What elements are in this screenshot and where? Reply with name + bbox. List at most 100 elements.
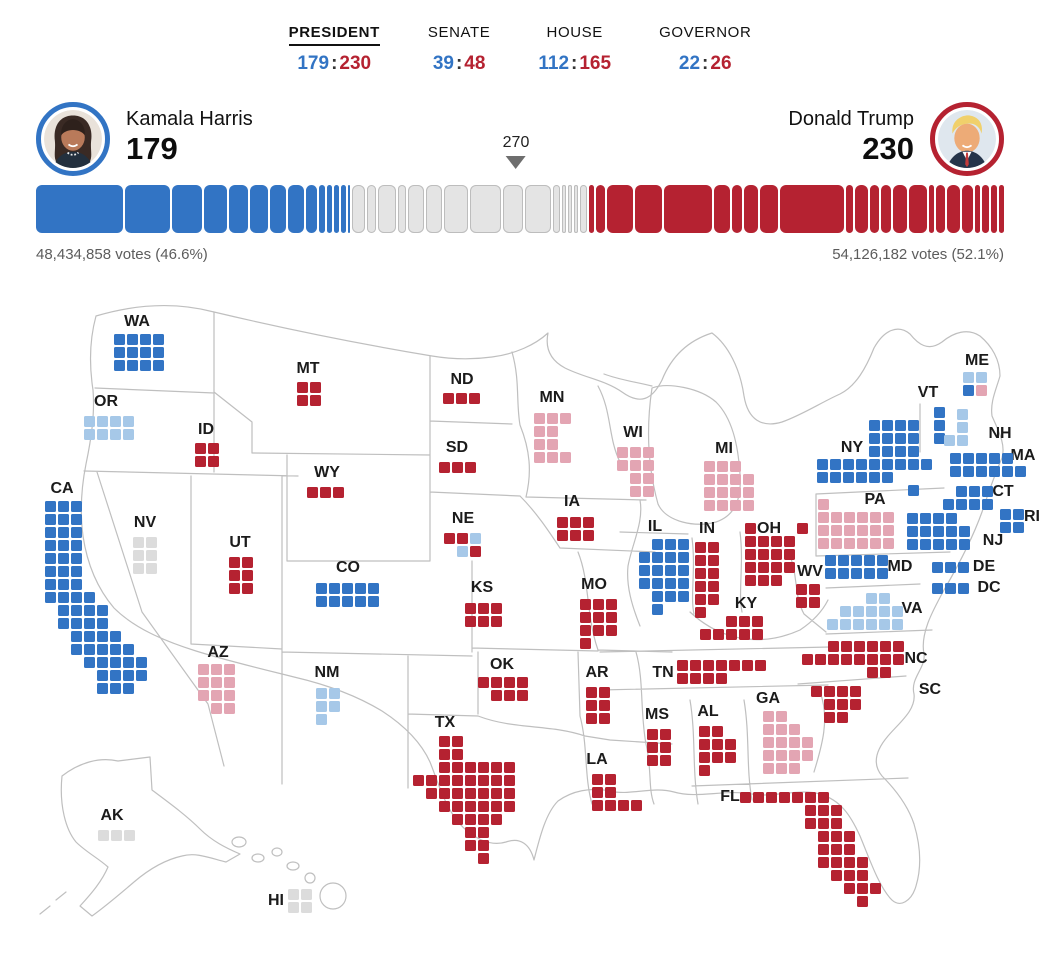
ev-square-TX bbox=[413, 775, 424, 786]
bar-segment-LA[interactable] bbox=[854, 185, 868, 233]
bar-segment-RI[interactable] bbox=[318, 185, 326, 233]
bar-segment-NH[interactable] bbox=[553, 185, 560, 233]
ev-square-WA bbox=[153, 360, 164, 371]
ev-square-AK bbox=[111, 830, 122, 841]
bar-segment-MD[interactable] bbox=[269, 185, 286, 233]
ev-square-CO bbox=[316, 583, 327, 594]
bar-segment-DE[interactable] bbox=[334, 185, 339, 233]
ev-square-FL bbox=[844, 831, 855, 842]
ev-square-FL bbox=[857, 870, 868, 881]
ev-square-MD bbox=[838, 555, 849, 566]
bar-segment-ME[interactable] bbox=[347, 185, 350, 233]
bar-segment-CT[interactable] bbox=[305, 185, 317, 233]
bar-segment-WI[interactable] bbox=[425, 185, 442, 233]
bar-segment-ME[interactable] bbox=[561, 185, 567, 233]
bar-segment-OR[interactable] bbox=[351, 185, 365, 233]
bar-segment-MS[interactable] bbox=[881, 185, 891, 233]
ev-square-NH bbox=[957, 409, 968, 420]
bar-segment-AR[interactable] bbox=[935, 185, 946, 233]
state-label-NV: NV bbox=[133, 514, 157, 531]
ev-square-MO bbox=[580, 599, 591, 610]
bar-segment-TN[interactable] bbox=[909, 185, 927, 233]
ev-square-HI bbox=[288, 889, 299, 900]
bar-segment-OH[interactable] bbox=[634, 185, 663, 233]
bar-segment-WA[interactable] bbox=[228, 185, 248, 233]
bar-segment-NJ[interactable] bbox=[204, 185, 227, 233]
bar-segment-ID[interactable] bbox=[982, 185, 989, 233]
ev-square-CO bbox=[342, 596, 353, 607]
harris-photo bbox=[36, 102, 110, 176]
ev-square-NJ bbox=[946, 539, 957, 550]
bar-segment-VT[interactable] bbox=[327, 185, 333, 233]
ev-square-OH bbox=[797, 523, 808, 534]
bar-segment-MT[interactable] bbox=[846, 185, 853, 233]
ev-square-IA bbox=[583, 530, 594, 541]
ev-square-VA bbox=[853, 619, 864, 630]
ev-square-VA bbox=[879, 619, 890, 630]
bar-segment-NV[interactable] bbox=[366, 185, 377, 233]
tab-house[interactable]: HOUSE 112:165 bbox=[538, 24, 611, 75]
ev-square-SC bbox=[837, 699, 848, 710]
ev-square-FL bbox=[766, 792, 777, 803]
ev-square-UT bbox=[229, 583, 240, 594]
bar-segment-MA[interactable] bbox=[249, 185, 268, 233]
bar-segment-WY[interactable] bbox=[999, 185, 1004, 233]
state-label-MT: MT bbox=[296, 360, 320, 377]
ev-square-CA bbox=[84, 592, 95, 603]
ev-square-NY bbox=[856, 459, 867, 470]
ev-square-CA bbox=[110, 670, 121, 681]
ev-square-TX bbox=[465, 788, 476, 799]
bar-segment-CA[interactable] bbox=[36, 185, 123, 233]
bar-segment-CO[interactable] bbox=[287, 185, 304, 233]
ev-square-TX bbox=[452, 814, 463, 825]
bar-segment-GA[interactable] bbox=[525, 185, 552, 233]
bar-segment-AL[interactable] bbox=[892, 185, 908, 233]
ev-square-MI bbox=[743, 500, 754, 511]
bar-segment-IA[interactable] bbox=[595, 185, 606, 233]
bar-segment-AK[interactable] bbox=[573, 185, 579, 233]
bar-segment-DC[interactable] bbox=[340, 185, 346, 233]
ev-square-NJ bbox=[959, 539, 970, 550]
bar-segment-VA[interactable] bbox=[502, 185, 524, 233]
ev-square-SD bbox=[452, 462, 463, 473]
bar-segment-IL[interactable] bbox=[171, 185, 203, 233]
bar-segment-NM[interactable] bbox=[397, 185, 406, 233]
bar-segment-NE[interactable] bbox=[588, 185, 594, 233]
ev-square-IA bbox=[570, 530, 581, 541]
ev-square-IN bbox=[695, 542, 706, 553]
ev-square-NV bbox=[133, 563, 144, 574]
bar-segment-IN[interactable] bbox=[760, 185, 779, 233]
tab-governor[interactable]: GOVERNOR 22:26 bbox=[659, 24, 751, 75]
bar-segment-SC[interactable] bbox=[744, 185, 759, 233]
bar-segment-OK[interactable] bbox=[962, 185, 974, 233]
ev-square-IL bbox=[665, 578, 676, 589]
bar-segment-MI[interactable] bbox=[443, 185, 469, 233]
ev-square-OH bbox=[745, 575, 756, 586]
bar-segment-NY[interactable] bbox=[124, 185, 170, 233]
bar-segment-SD[interactable] bbox=[928, 185, 934, 233]
ev-square-PA bbox=[870, 538, 881, 549]
bar-segment-KY[interactable] bbox=[947, 185, 961, 233]
tab-president[interactable]: PRESIDENT 179:230 bbox=[288, 24, 380, 75]
bar-segment-AZ[interactable] bbox=[378, 185, 396, 233]
bar-segment-ND[interactable] bbox=[975, 185, 981, 233]
bar-segment-NC[interactable] bbox=[607, 185, 633, 233]
bar-segment-KS[interactable] bbox=[732, 185, 743, 233]
bar-segment-UT[interactable] bbox=[869, 185, 880, 233]
bar-segment-MN[interactable] bbox=[407, 185, 424, 233]
ev-square-NY bbox=[908, 459, 919, 470]
ev-square-WI bbox=[630, 473, 641, 484]
bar-segment-MO[interactable] bbox=[714, 185, 731, 233]
ev-square-SC bbox=[837, 686, 848, 697]
bar-segment-WV[interactable] bbox=[990, 185, 998, 233]
bar-segment-NE[interactable] bbox=[568, 185, 572, 233]
bar-segment-TX[interactable] bbox=[780, 185, 845, 233]
bar-segment-PA[interactable] bbox=[470, 185, 501, 233]
ev-square-WA bbox=[127, 334, 138, 345]
tab-senate[interactable]: SENATE 39:48 bbox=[428, 24, 491, 75]
bar-segment-HI[interactable] bbox=[580, 185, 587, 233]
ev-square-MS bbox=[660, 755, 671, 766]
bar-segment-FL[interactable] bbox=[664, 185, 713, 233]
ev-square-MA bbox=[976, 453, 987, 464]
